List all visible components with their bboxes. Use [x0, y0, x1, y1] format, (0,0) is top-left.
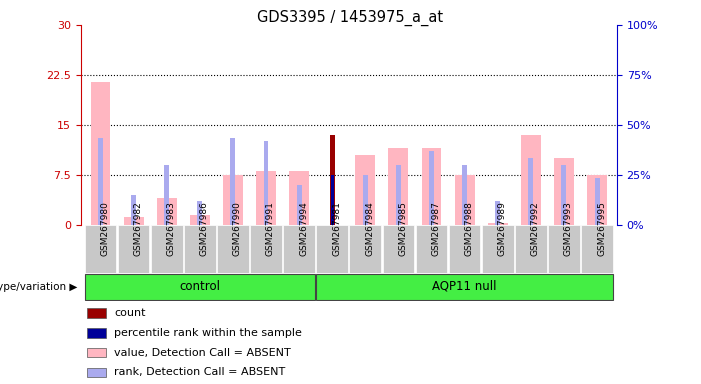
- Bar: [421, 148, 442, 225]
- Text: GSM267991: GSM267991: [266, 201, 275, 256]
- Text: GSM267986: GSM267986: [200, 201, 209, 256]
- Text: GDS3395 / 1453975_a_at: GDS3395 / 1453975_a_at: [257, 10, 444, 26]
- Bar: [184, 225, 216, 273]
- Bar: [264, 141, 268, 225]
- Text: GSM267989: GSM267989: [498, 201, 507, 256]
- Text: AQP11 null: AQP11 null: [433, 280, 497, 293]
- Bar: [521, 135, 540, 225]
- Text: GSM267985: GSM267985: [398, 201, 407, 256]
- Bar: [131, 195, 136, 225]
- Bar: [462, 165, 467, 225]
- Text: value, Detection Call = ABSENT: value, Detection Call = ABSENT: [114, 348, 291, 358]
- Text: control: control: [179, 280, 220, 293]
- Bar: [90, 81, 111, 225]
- Bar: [223, 175, 243, 225]
- Bar: [256, 171, 276, 225]
- Text: count: count: [114, 308, 146, 318]
- Bar: [316, 274, 613, 300]
- Bar: [587, 175, 607, 225]
- Bar: [85, 225, 116, 273]
- Bar: [85, 274, 315, 300]
- Text: GSM267994: GSM267994: [299, 201, 308, 256]
- Bar: [87, 308, 107, 318]
- Bar: [554, 158, 574, 225]
- Bar: [548, 225, 580, 273]
- Bar: [355, 155, 375, 225]
- Bar: [190, 215, 210, 225]
- Bar: [581, 225, 613, 273]
- Bar: [331, 175, 334, 225]
- Text: GSM267990: GSM267990: [233, 201, 242, 256]
- Bar: [363, 175, 368, 225]
- Bar: [482, 225, 514, 273]
- Text: rank, Detection Call = ABSENT: rank, Detection Call = ABSENT: [114, 367, 285, 377]
- Text: GSM267987: GSM267987: [432, 201, 440, 256]
- Text: GSM267995: GSM267995: [597, 201, 606, 256]
- Bar: [250, 225, 282, 273]
- Bar: [455, 175, 475, 225]
- Bar: [429, 151, 434, 225]
- Bar: [283, 225, 315, 273]
- Bar: [197, 201, 203, 225]
- Bar: [449, 225, 480, 273]
- Bar: [594, 178, 599, 225]
- Text: GSM267984: GSM267984: [365, 201, 374, 256]
- Text: GSM267981: GSM267981: [332, 201, 341, 256]
- Bar: [164, 165, 169, 225]
- Bar: [217, 225, 249, 273]
- Bar: [388, 148, 408, 225]
- Bar: [290, 171, 309, 225]
- Text: GSM267992: GSM267992: [531, 201, 540, 256]
- Bar: [118, 225, 149, 273]
- Bar: [297, 185, 301, 225]
- Bar: [231, 138, 236, 225]
- Text: GSM267983: GSM267983: [167, 201, 176, 256]
- Bar: [151, 225, 182, 273]
- Text: GSM267993: GSM267993: [564, 201, 573, 256]
- Text: percentile rank within the sample: percentile rank within the sample: [114, 328, 302, 338]
- Bar: [529, 158, 533, 225]
- Bar: [157, 198, 177, 225]
- Bar: [416, 225, 447, 273]
- Bar: [562, 165, 566, 225]
- Bar: [349, 225, 381, 273]
- Text: GSM267980: GSM267980: [100, 201, 109, 256]
- Bar: [383, 225, 414, 273]
- Bar: [123, 217, 144, 225]
- Bar: [316, 225, 348, 273]
- Text: genotype/variation ▶: genotype/variation ▶: [0, 282, 77, 292]
- Text: GSM267988: GSM267988: [465, 201, 474, 256]
- Bar: [515, 225, 547, 273]
- Bar: [87, 328, 107, 338]
- Bar: [396, 165, 401, 225]
- Bar: [98, 138, 103, 225]
- Bar: [87, 367, 107, 377]
- Bar: [329, 135, 334, 225]
- Text: GSM267982: GSM267982: [134, 201, 142, 256]
- Bar: [495, 201, 501, 225]
- Bar: [87, 348, 107, 357]
- Bar: [488, 223, 508, 225]
